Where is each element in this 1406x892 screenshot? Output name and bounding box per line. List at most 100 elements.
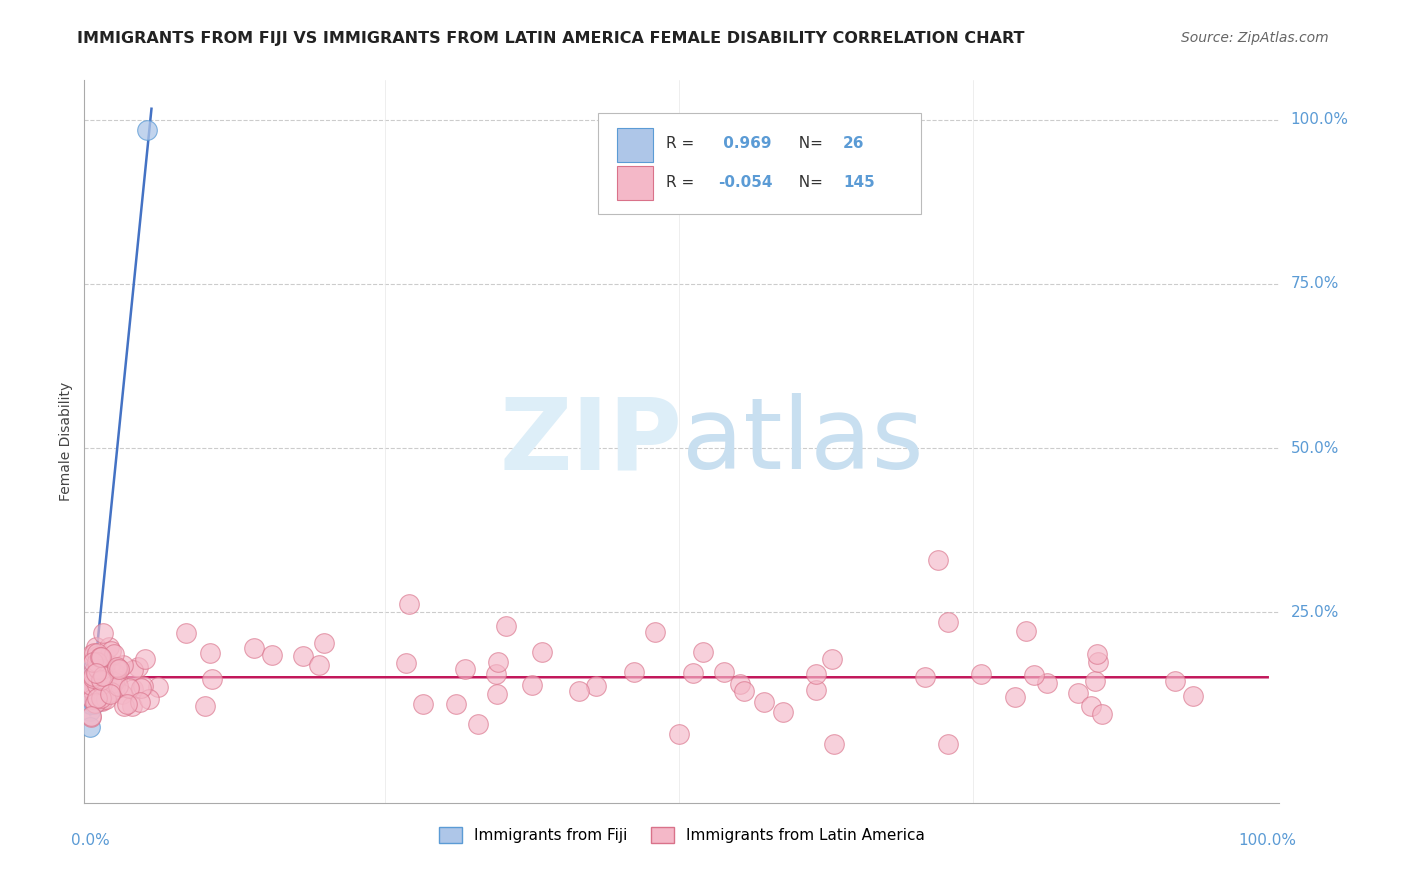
Point xyxy=(80,691,103,706)
Text: 25.0%: 25.0% xyxy=(1291,605,1339,620)
Point xyxy=(107,662,129,676)
Point xyxy=(80,665,103,679)
Point xyxy=(79,704,101,718)
Text: 145: 145 xyxy=(844,176,875,190)
Point xyxy=(936,615,959,629)
Text: 100.0%: 100.0% xyxy=(1239,833,1296,848)
Point xyxy=(111,657,134,672)
Point xyxy=(128,695,150,709)
Point xyxy=(90,649,112,664)
Point xyxy=(713,665,735,679)
Point xyxy=(98,683,121,698)
Point xyxy=(103,674,125,689)
Point xyxy=(80,677,103,691)
Point xyxy=(121,699,143,714)
Point xyxy=(623,665,645,679)
Point xyxy=(1024,668,1046,682)
Point xyxy=(585,679,607,693)
FancyBboxPatch shape xyxy=(599,112,921,214)
Point xyxy=(98,640,121,654)
Point xyxy=(398,598,420,612)
Point xyxy=(112,699,135,714)
Point xyxy=(105,673,128,687)
Point xyxy=(100,644,122,658)
Point xyxy=(105,667,128,681)
Point xyxy=(97,686,120,700)
Point xyxy=(820,651,842,665)
Point xyxy=(243,641,266,656)
Point xyxy=(105,662,128,676)
Point xyxy=(83,652,105,666)
Point xyxy=(1182,690,1205,704)
Point xyxy=(131,681,153,696)
Point xyxy=(79,665,101,679)
Point xyxy=(82,671,104,685)
Point xyxy=(80,648,103,662)
Point xyxy=(79,684,101,698)
Point xyxy=(754,694,776,708)
Point xyxy=(93,667,115,681)
Text: ZIP: ZIP xyxy=(499,393,682,490)
Point xyxy=(772,705,794,719)
Point xyxy=(83,690,105,705)
Text: N=: N= xyxy=(790,136,828,152)
Point xyxy=(485,687,508,701)
Text: R =: R = xyxy=(666,176,700,190)
Point xyxy=(91,653,114,667)
Point xyxy=(82,681,104,695)
Point xyxy=(806,683,828,698)
Point xyxy=(91,687,114,701)
Point xyxy=(823,737,845,751)
Point xyxy=(90,663,112,677)
Point xyxy=(89,655,111,669)
Text: R =: R = xyxy=(666,136,700,152)
Point xyxy=(82,665,104,679)
Point xyxy=(1015,624,1038,638)
Point xyxy=(82,690,104,705)
Point xyxy=(111,687,134,701)
Point xyxy=(87,677,110,691)
Point xyxy=(83,675,105,690)
Point xyxy=(86,661,108,675)
Point xyxy=(91,662,114,676)
Point xyxy=(108,662,131,676)
Point xyxy=(105,660,128,674)
Point xyxy=(520,678,543,692)
Point xyxy=(89,666,111,681)
Point xyxy=(1004,690,1026,704)
Point xyxy=(80,690,103,705)
Point xyxy=(89,656,111,670)
Point xyxy=(79,690,101,705)
Point xyxy=(132,679,155,693)
Point xyxy=(692,645,714,659)
Point xyxy=(84,677,107,691)
Point xyxy=(80,710,103,724)
Point xyxy=(80,698,103,712)
Point xyxy=(84,671,107,685)
Point xyxy=(90,689,112,703)
Point xyxy=(1164,673,1187,688)
Point xyxy=(1087,655,1109,669)
Point xyxy=(90,677,112,691)
Point xyxy=(194,699,217,714)
Point xyxy=(83,698,105,712)
Point xyxy=(90,665,112,679)
Point xyxy=(80,679,103,693)
Point xyxy=(87,673,110,688)
Point xyxy=(412,697,434,711)
Point xyxy=(1080,698,1102,713)
Point xyxy=(100,685,122,699)
Point xyxy=(728,677,751,691)
Point xyxy=(91,670,114,684)
Text: 75.0%: 75.0% xyxy=(1291,277,1339,292)
Point xyxy=(138,692,160,706)
Point xyxy=(86,678,108,692)
Point xyxy=(568,684,591,698)
Text: IMMIGRANTS FROM FIJI VS IMMIGRANTS FROM LATIN AMERICA FEMALE DISABILITY CORRELAT: IMMIGRANTS FROM FIJI VS IMMIGRANTS FROM … xyxy=(77,31,1025,46)
Text: 100.0%: 100.0% xyxy=(1291,112,1348,128)
FancyBboxPatch shape xyxy=(617,128,654,162)
Point xyxy=(89,683,111,698)
Point xyxy=(87,663,110,677)
Point xyxy=(260,648,283,662)
Point xyxy=(96,677,118,691)
